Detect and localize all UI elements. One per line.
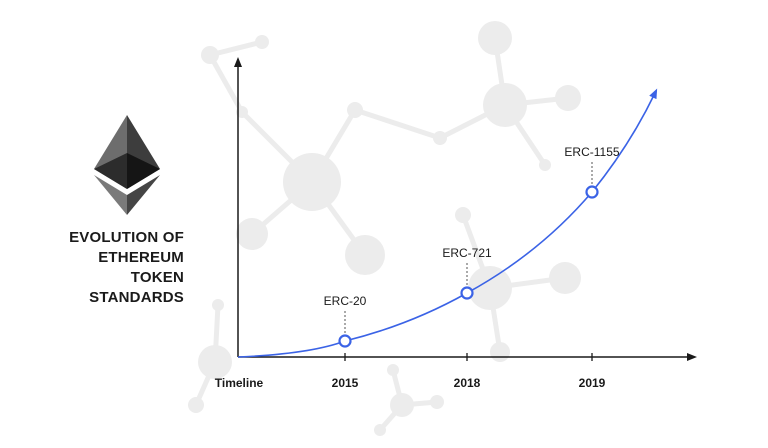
x-tick-label: 2018: [454, 376, 481, 390]
title-line: EVOLUTION OF: [69, 229, 184, 246]
data-point-label: ERC-721: [442, 246, 492, 260]
x-tick-label: 2015: [332, 376, 359, 390]
title-line: STANDARDS: [89, 289, 184, 306]
data-point-marker: [585, 185, 599, 199]
data-point-label: ERC-20: [324, 294, 367, 308]
data-point-label: ERC-1155: [564, 145, 619, 159]
growth-curve: [237, 88, 658, 358]
x-axis-label: Timeline: [215, 376, 264, 390]
data-point-marker: [460, 286, 474, 300]
title-line: TOKEN: [130, 269, 184, 286]
data-point-marker: [338, 334, 352, 348]
ethereum-icon: [94, 115, 160, 215]
title-line: ETHEREUM: [98, 249, 184, 266]
chart-title: EVOLUTION OF ETHEREUM TOKEN STANDARDS: [20, 228, 184, 308]
x-tick-label: 2019: [579, 376, 606, 390]
